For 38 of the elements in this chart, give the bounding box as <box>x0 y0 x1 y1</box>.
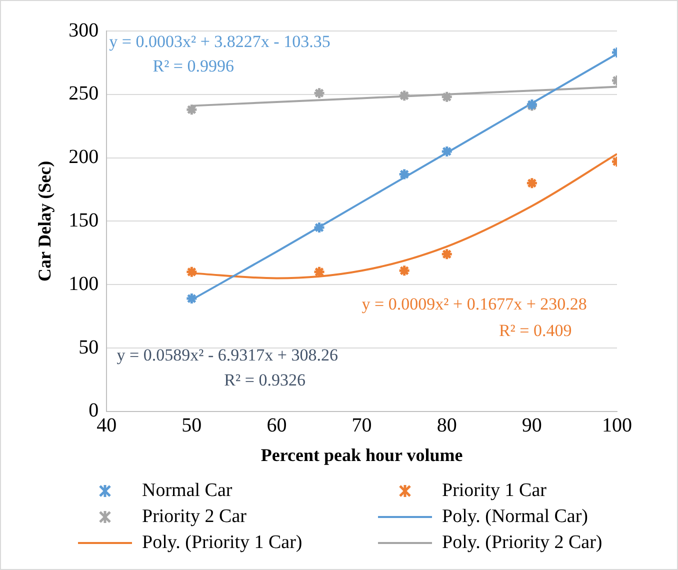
y-tick-label: 300 <box>68 19 99 42</box>
legend-label: Priority 2 Car <box>142 506 246 528</box>
point <box>398 264 411 277</box>
legend-label: Normal Car <box>142 480 232 502</box>
y-axis-title: Car Delay (Sec) <box>34 160 54 282</box>
y-tick-label: 250 <box>68 82 99 105</box>
y-tick-label: 50 <box>78 336 99 358</box>
y-tick-label: 100 <box>68 272 99 295</box>
x-tick-label: 40 <box>96 414 117 437</box>
legend-label: Poly. (Priority 2 Car) <box>442 532 602 554</box>
point <box>526 176 538 190</box>
point <box>440 90 454 104</box>
annotation: R² = 0.409 <box>498 320 572 340</box>
point <box>185 103 198 116</box>
annotation: R² = 0.9996 <box>152 56 234 76</box>
point <box>398 89 411 102</box>
y-tick-label: 0 <box>88 400 99 422</box>
legend-label: Poly. (Normal Car) <box>442 506 588 528</box>
annotation: y = 0.0003x² + 3.8227x - 103.35 <box>109 32 330 51</box>
x-tick-label: 80 <box>436 414 457 437</box>
point <box>440 145 454 158</box>
y-tick-label: 150 <box>68 209 99 232</box>
x-tick-label: 90 <box>522 414 542 437</box>
point <box>440 248 454 260</box>
x-tick-label: 70 <box>352 414 372 437</box>
y-tick-label: 200 <box>68 146 99 168</box>
legend-label: Poly. (Priority 1 Car) <box>142 532 302 554</box>
annotation: y = 0.0009x² + 0.1677x + 230.28 <box>362 294 587 314</box>
annotation: R² = 0.9326 <box>224 370 306 390</box>
x-tick-label: 60 <box>266 414 287 437</box>
x-tick-label: 50 <box>182 414 202 437</box>
legend-label: Priority 1 Car <box>442 480 546 502</box>
point <box>398 168 411 181</box>
x-axis-title: Percent peak hour volume <box>260 444 463 465</box>
point <box>313 86 326 100</box>
annotation: y = 0.0589x² - 6.9317x + 308.26 <box>116 346 338 365</box>
point <box>313 221 326 234</box>
x-tick-label: 100 <box>602 414 632 437</box>
